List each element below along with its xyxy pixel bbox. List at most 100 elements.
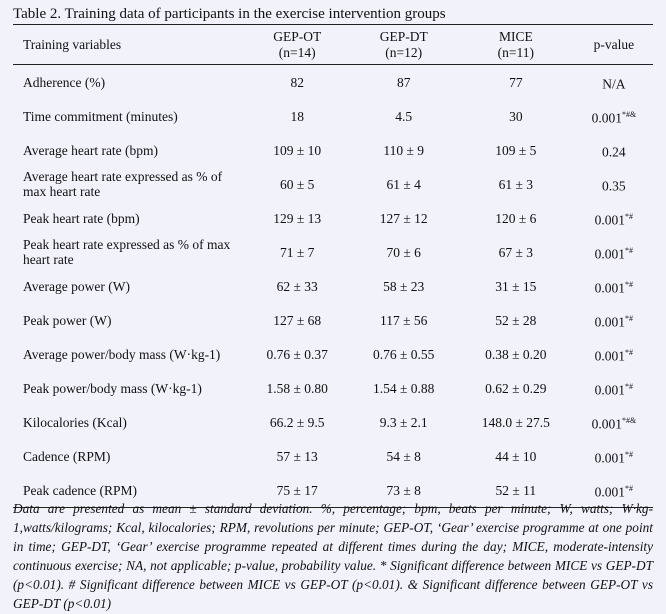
training-variable: Peak cadence (RPM) (23, 482, 137, 498)
gep-ot-value: 127 ± 68 (273, 312, 322, 328)
significance-marker: *# (625, 279, 634, 289)
header-training-variables: Training variables (23, 36, 122, 52)
p-value-text: 0.35 (602, 178, 626, 194)
gep-dt-value: 61 ± 4 (386, 176, 421, 192)
p-value: 0.001*# (575, 201, 653, 235)
p-value-text: 0.001 (594, 484, 626, 500)
table-row: Peak power/body mass (W·kg-1) 1.58 ± 0.80… (13, 371, 653, 405)
gep-dt-value: 110 ± 9 (383, 142, 425, 158)
p-value: 0.001*# (575, 235, 653, 269)
gep-ot-value: 66.2 ± 9.5 (269, 414, 325, 430)
mice-value: 109 ± 5 (495, 142, 537, 158)
gep-ot-value: 109 ± 10 (273, 142, 322, 158)
table-row: Peak power (W) 127 ± 68 117 ± 56 52 ± 28 0.0… (13, 303, 653, 337)
p-value: 0.001*#& (575, 405, 653, 439)
significance-marker: *# (625, 483, 634, 493)
mice-value: 44 ± 10 (495, 448, 537, 464)
p-value: 0.001*# (575, 303, 653, 337)
gep-dt-value: 4.5 (395, 108, 413, 124)
training-variable: Peak power/body mass (W·kg-1) (23, 380, 202, 396)
mice-value: 67 ± 3 (498, 244, 534, 260)
table-header-row: Training variables GEP-OT (n=14) GEP-DT (n… (13, 24, 653, 65)
gep-ot-value: 18 (290, 108, 304, 124)
table-row: Cadence (RPM) 57 ± 13 54 ± 8 44 ± 10 0.001*# (13, 439, 653, 473)
mice-value: 148.0 ± 27.5 (481, 414, 550, 430)
gep-ot-value: 75 ± 17 (276, 482, 318, 498)
header-label: MICE (498, 28, 533, 44)
gep-ot-value: 1.58 ± 0.80 (266, 380, 328, 396)
training-variable: Adherence (%) (23, 74, 106, 90)
header-label: GEP-DT (379, 28, 428, 44)
training-variable: Average power (W) (23, 278, 130, 294)
gep-ot-value: 0.76 ± 0.37 (266, 346, 328, 362)
significance-marker: *#& (621, 415, 637, 425)
table-row: Average heart rate expressed as % of max… (13, 167, 653, 201)
table-row: Average power (W) 62 ± 33 58 ± 23 31 ± 15 0.… (13, 269, 653, 303)
mice-value: 61 ± 3 (498, 176, 534, 192)
gep-ot-value: 82 (290, 74, 304, 90)
table-footnote: Data are presented as mean ± standard de… (13, 501, 653, 611)
p-value: 0.24 (575, 133, 653, 167)
gep-dt-value: 70 ± 6 (386, 244, 421, 260)
gep-dt-value: 117 ± 56 (379, 312, 428, 328)
header-gep-ot: GEP-OT (n=14) (244, 25, 350, 65)
gep-dt-value: 58 ± 23 (383, 278, 425, 294)
gep-ot-value: 62 ± 33 (276, 278, 318, 294)
header-n: (n=11) (497, 44, 535, 60)
significance-marker: *# (625, 211, 634, 221)
p-value: 0.001*# (575, 473, 653, 508)
header-p-value: p-value (593, 36, 635, 52)
mice-value: 77 (509, 74, 523, 90)
significance-marker: *# (625, 347, 634, 357)
table-row: Kilocalories (Kcal) 66.2 ± 9.5 9.3 ± 2.1 14… (13, 405, 653, 439)
table-row: Peak heart rate (bpm) 129 ± 13 127 ± 12 120… (13, 201, 653, 235)
gep-ot-value: 129 ± 13 (273, 210, 322, 226)
p-value-text: 0.001 (591, 416, 622, 432)
mice-value: 0.38 ± 0.20 (485, 346, 547, 362)
mice-value: 30 (509, 108, 523, 124)
table-row: Average power/body mass (W·kg-1) 0.76 ± 0… (13, 337, 653, 371)
header-mice: MICE (n=11) (457, 25, 575, 65)
training-variable: Kilocalories (Kcal) (23, 414, 127, 430)
p-value: 0.001*# (575, 269, 653, 303)
table-row: Peak cadence (RPM) 75 ± 17 73 ± 8 52 ± 11 0.… (13, 473, 653, 508)
header-gep-dt: GEP-DT (n=12) (350, 25, 456, 65)
gep-dt-value: 54 ± 8 (386, 448, 421, 464)
gep-dt-value: 1.54 ± 0.88 (372, 380, 435, 396)
training-variable: Cadence (RPM) (23, 448, 111, 464)
gep-ot-value: 57 ± 13 (276, 448, 318, 464)
p-value-text: 0.001 (594, 348, 626, 364)
gep-dt-value: 73 ± 8 (386, 482, 421, 498)
p-value-text: 0.001 (594, 246, 626, 262)
mice-value: 52 ± 28 (495, 312, 537, 328)
header-n: (n=12) (385, 44, 423, 60)
gep-ot-value: 60 ± 5 (280, 176, 315, 192)
significance-marker: *# (625, 449, 634, 459)
table-title: Table 2. Training data of participants i… (13, 6, 446, 22)
header-n: (n=14) (278, 44, 316, 60)
mice-value: 52 ± 11 (495, 482, 537, 498)
p-value: 0.001*# (575, 371, 653, 405)
gep-dt-value: 127 ± 12 (379, 210, 428, 226)
header-label: GEP-OT (273, 28, 322, 44)
training-variable: Peak heart rate expressed as % of max he… (23, 237, 231, 267)
table-row: Adherence (%) 82 87 77 N/A (13, 65, 653, 100)
table-row: Average heart rate (bpm) 109 ± 10 110 ± 9 1… (13, 133, 653, 167)
gep-dt-value: 87 (396, 74, 411, 90)
p-value: 0.001*# (575, 439, 653, 473)
p-value-text: 0.001 (594, 382, 626, 398)
training-variable: Average power/body mass (W·kg-1) (23, 346, 221, 362)
mice-value: 0.62 ± 0.29 (485, 380, 547, 396)
p-value-text: 0.001 (594, 450, 626, 466)
training-variable: Peak power (W) (23, 312, 112, 328)
significance-marker: *# (625, 245, 634, 255)
training-variable: Time commitment (minutes) (23, 108, 178, 124)
gep-ot-value: 71 ± 7 (280, 244, 315, 260)
p-value: N/A (575, 65, 653, 100)
table-row: Peak heart rate expressed as % of max he… (13, 235, 653, 269)
significance-marker: *# (625, 313, 634, 323)
p-value: 0.001*# (575, 337, 653, 371)
gep-dt-value: 9.3 ± 2.1 (379, 414, 428, 430)
p-value: 0.35 (575, 167, 653, 201)
